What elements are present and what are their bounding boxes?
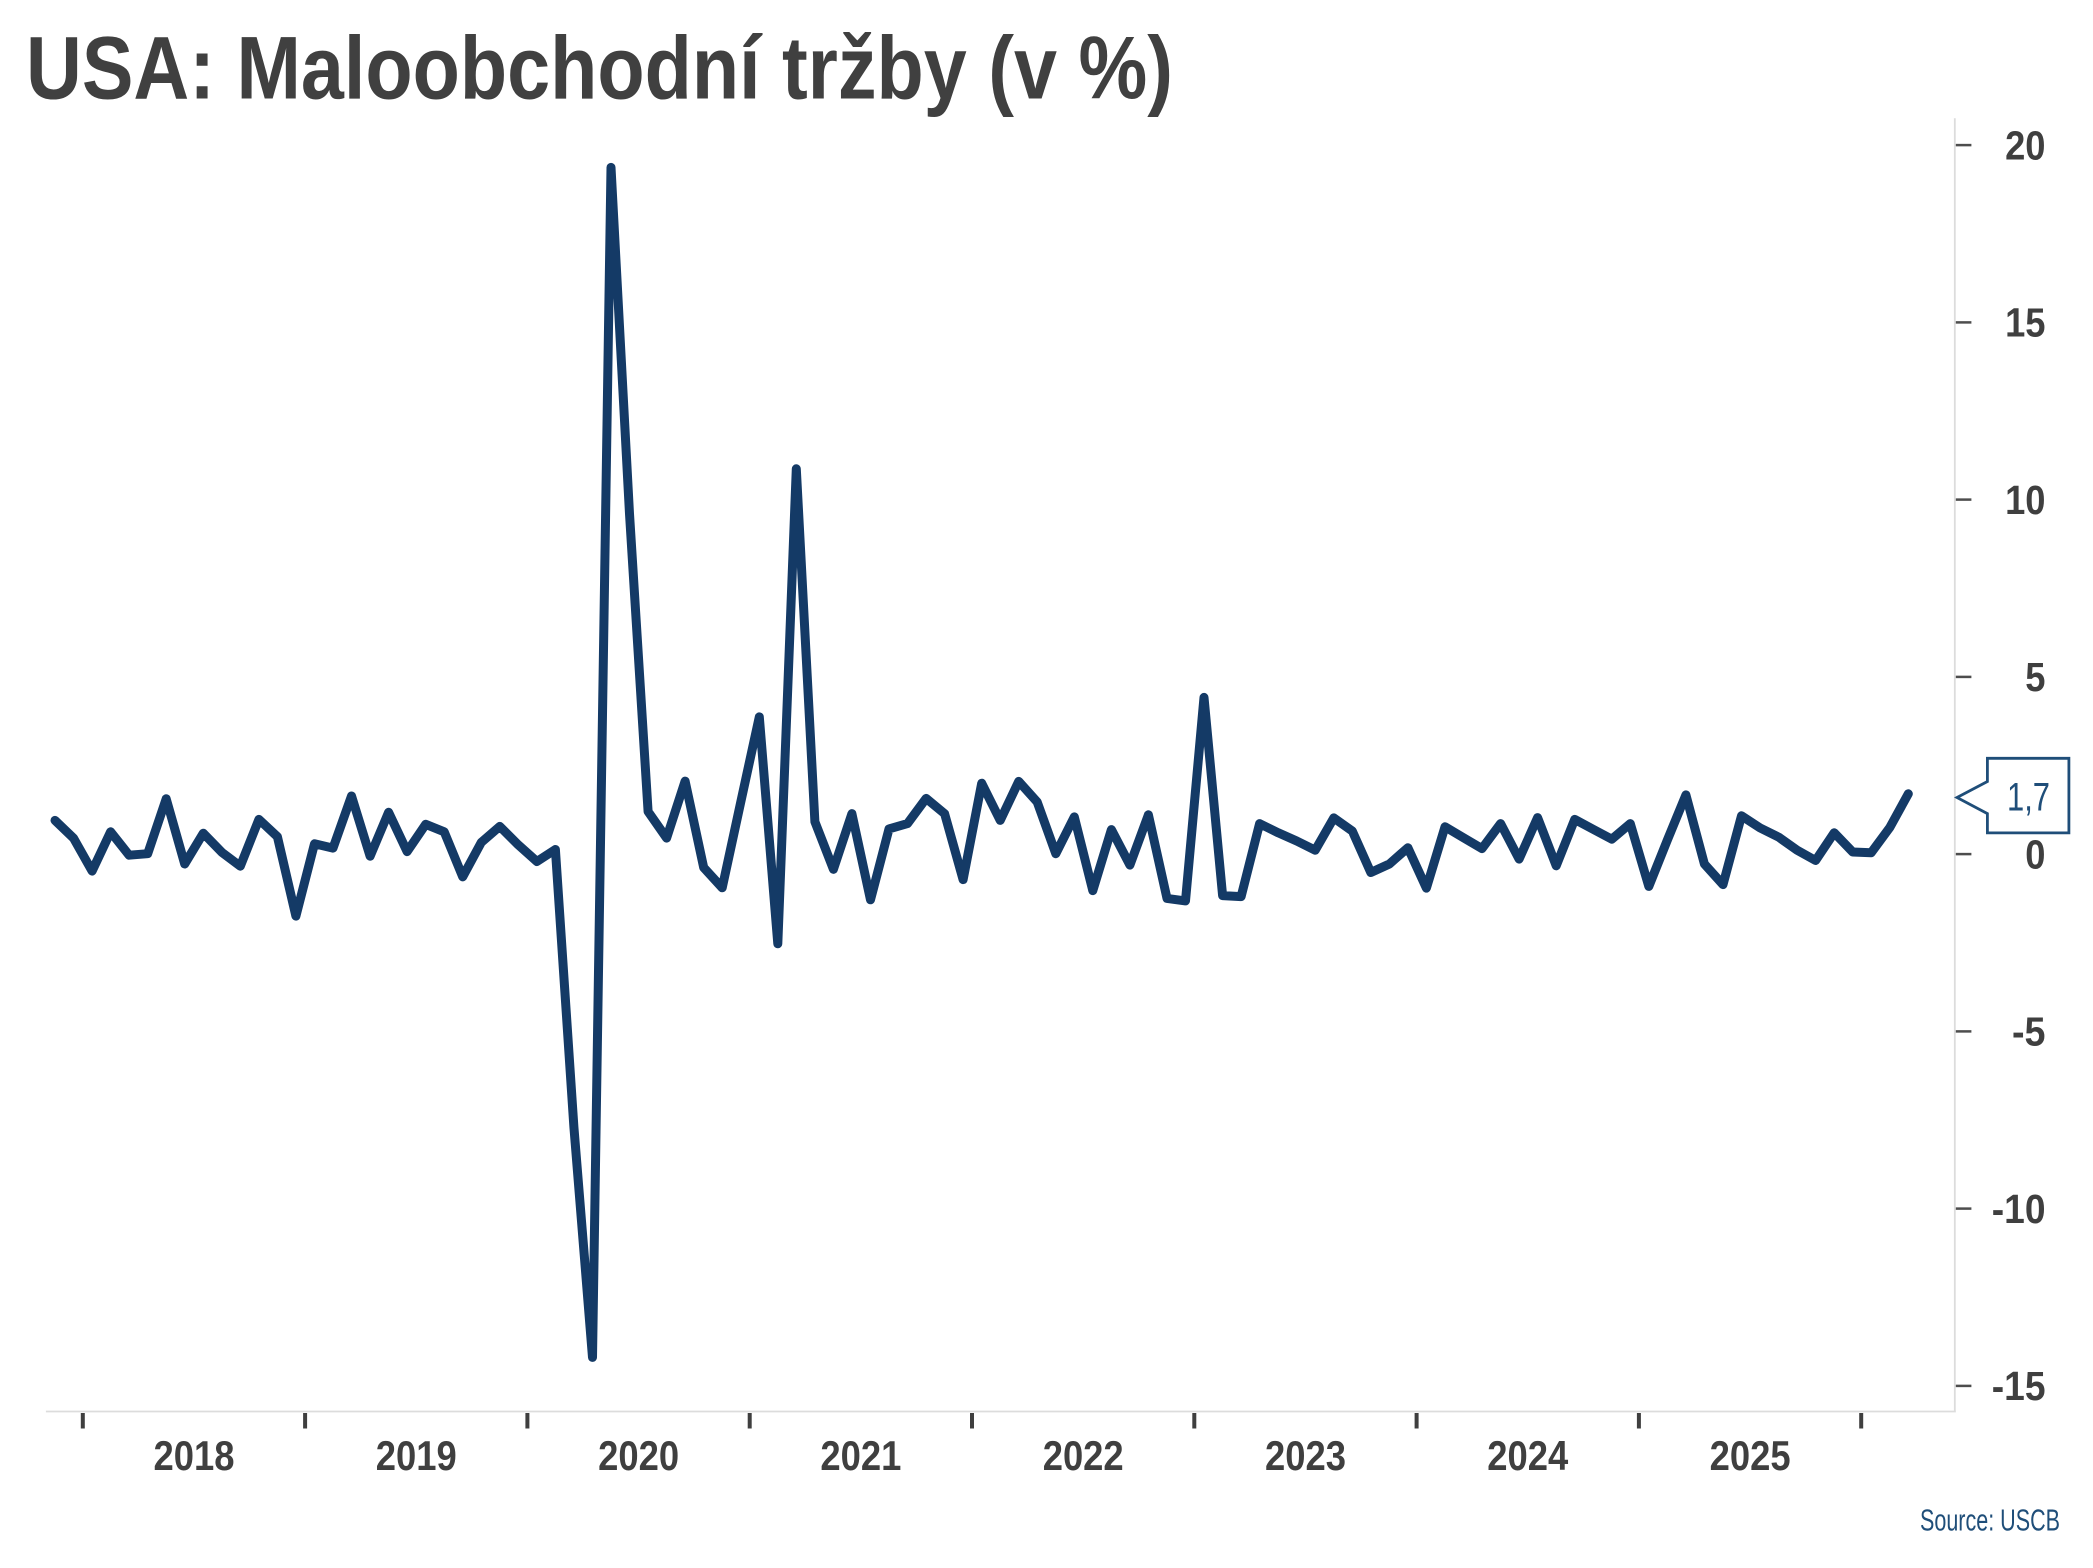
svg-text:20: 20 bbox=[2005, 122, 2045, 168]
svg-text:-15: -15 bbox=[1992, 1363, 2046, 1409]
svg-text:Source: USCB: Source: USCB bbox=[1920, 1503, 2060, 1538]
svg-text:2025: 2025 bbox=[1710, 1432, 1791, 1479]
svg-text:2020: 2020 bbox=[598, 1432, 679, 1479]
svg-text:1,7: 1,7 bbox=[2007, 776, 2050, 820]
svg-text:2024: 2024 bbox=[1487, 1432, 1569, 1479]
svg-text:2021: 2021 bbox=[820, 1432, 901, 1479]
svg-text:0: 0 bbox=[2025, 831, 2045, 877]
svg-text:2018: 2018 bbox=[154, 1432, 235, 1479]
svg-text:USA: Maloobchodní tržby (v %): USA: Maloobchodní tržby (v %) bbox=[26, 18, 1173, 118]
svg-text:5: 5 bbox=[2025, 654, 2045, 700]
svg-text:10: 10 bbox=[2005, 477, 2045, 523]
svg-text:2022: 2022 bbox=[1043, 1432, 1124, 1479]
svg-text:15: 15 bbox=[2005, 300, 2045, 346]
svg-text:-5: -5 bbox=[2012, 1009, 2046, 1055]
svg-text:2023: 2023 bbox=[1265, 1432, 1346, 1479]
svg-text:-10: -10 bbox=[1992, 1186, 2046, 1232]
svg-text:2019: 2019 bbox=[376, 1432, 457, 1479]
